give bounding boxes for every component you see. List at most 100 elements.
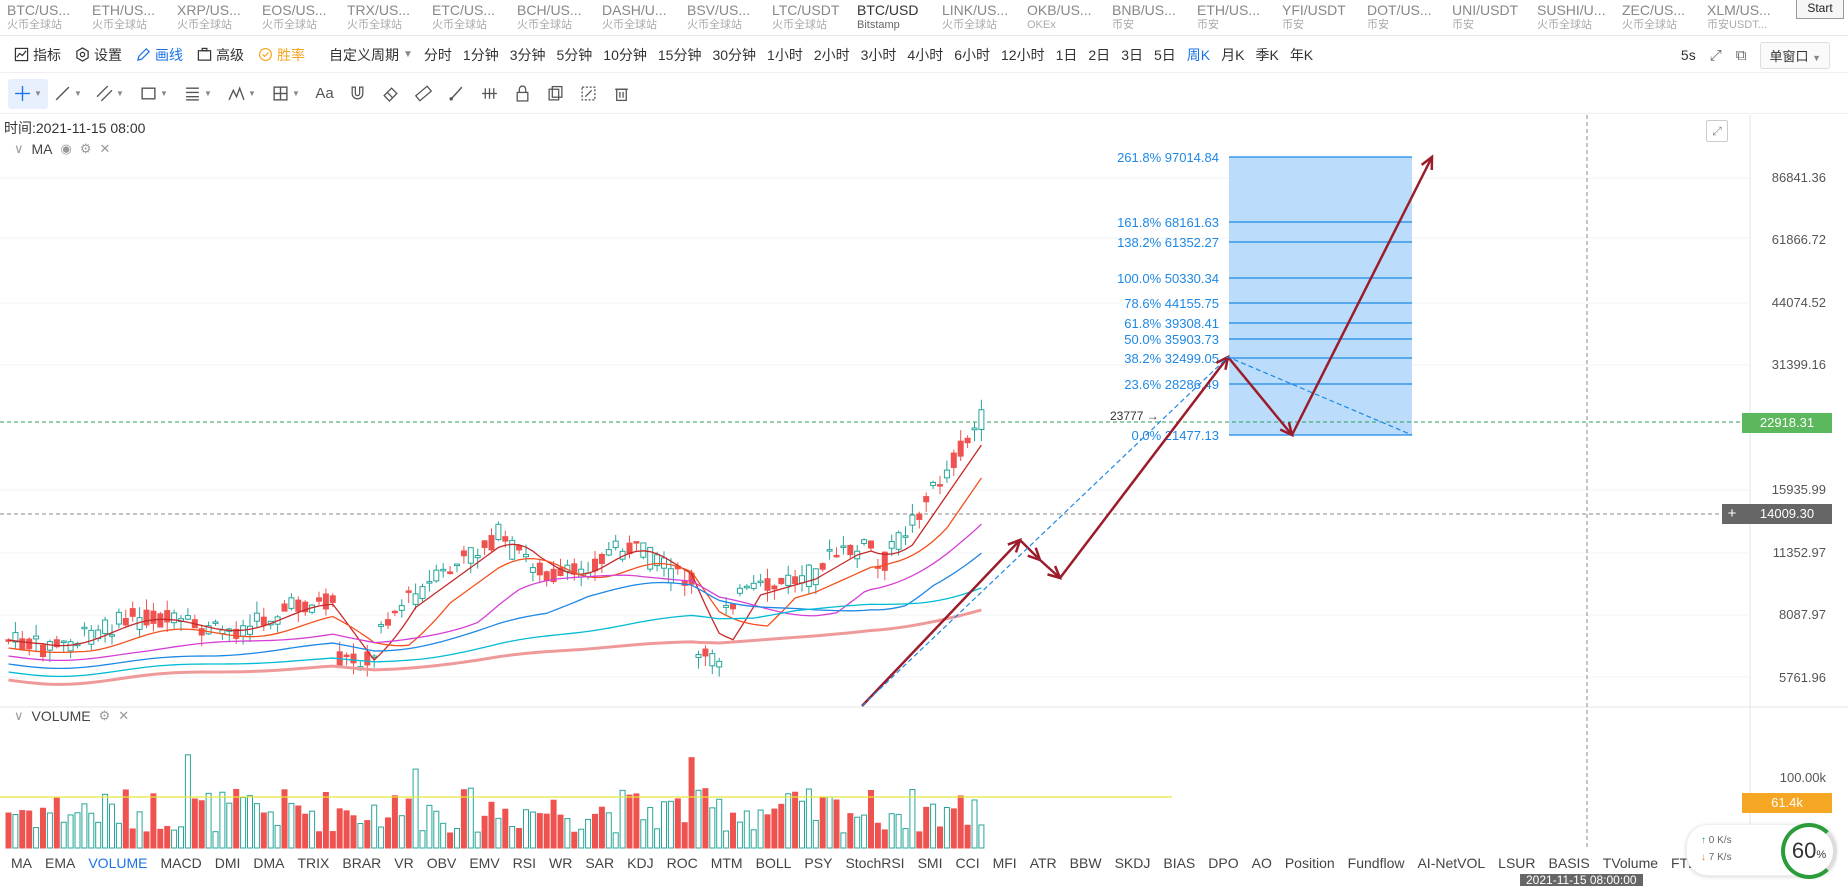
period-option[interactable]: 3分钟 <box>509 46 546 63</box>
period-option[interactable]: 1分钟 <box>462 46 499 63</box>
pair-tab[interactable]: BSV/US... 火币全球站 <box>680 0 765 35</box>
period-option[interactable]: 10分钟 <box>603 46 647 63</box>
period-option[interactable]: 3日 <box>1121 46 1143 63</box>
window-mode-dropdown[interactable]: 单窗口 ▼ <box>1760 41 1830 69</box>
settings-button[interactable]: 设置 <box>75 45 122 65</box>
period-option[interactable]: 2小时 <box>813 46 850 63</box>
period-option[interactable]: 5分钟 <box>556 46 593 63</box>
expand-icon[interactable]: ⤢ <box>1706 120 1728 142</box>
add-alert-button[interactable]: + <box>1722 504 1742 524</box>
indicator-tab[interactable]: LSUR <box>1498 855 1536 871</box>
pattern-tool[interactable]: ▼ <box>220 79 264 109</box>
indicator-tab[interactable]: DPO <box>1208 855 1239 871</box>
period-option[interactable]: 年K <box>1289 46 1314 63</box>
fullscreen-icon[interactable]: ⤢ <box>1709 46 1722 64</box>
indicator-tab[interactable]: BBW <box>1069 855 1102 871</box>
indicator-tab[interactable]: TRIX <box>297 855 330 871</box>
period-option[interactable]: 4小时 <box>907 46 944 63</box>
pair-tab[interactable]: ETC/US... 火币全球站 <box>425 0 510 35</box>
channel-tool[interactable]: ▼ <box>88 79 132 109</box>
indicator-tab[interactable]: SMI <box>917 855 943 871</box>
period-option[interactable]: 15分钟 <box>657 46 702 63</box>
pair-tab[interactable]: LTC/USDT 火币全球站 <box>765 0 850 35</box>
pair-tab[interactable]: BNB/US... 币安 <box>1105 0 1190 35</box>
indicator-tab[interactable]: BASIS <box>1548 855 1590 871</box>
indicator-tab[interactable]: MTM <box>710 855 743 871</box>
indicator-tab[interactable]: AO <box>1251 855 1272 871</box>
eraser-tool[interactable] <box>374 79 407 109</box>
fib-tool[interactable]: ▼ <box>176 79 220 109</box>
indicator-tab[interactable]: SKDJ <box>1114 855 1151 871</box>
wave-tool[interactable] <box>473 79 506 109</box>
ruler-tool[interactable] <box>407 79 440 109</box>
pair-tab[interactable]: DOT/US... 币安 <box>1360 0 1445 35</box>
indicator-tab[interactable]: CCI <box>955 855 980 871</box>
pair-tab[interactable]: UNI/USDT 币安 <box>1445 0 1530 35</box>
period-option[interactable]: 周K <box>1186 46 1211 63</box>
gear-icon[interactable]: ⚙ <box>98 708 111 723</box>
period-option[interactable]: 1日 <box>1055 46 1078 63</box>
crosshair-tool[interactable]: ▼ <box>8 78 48 109</box>
close-icon[interactable]: ✕ <box>118 708 130 723</box>
indicator-button[interactable]: 指标 <box>14 45 61 65</box>
pair-tab[interactable]: TRX/US... 火币全球站 <box>340 0 425 35</box>
indicator-tab[interactable]: DMI <box>214 855 241 871</box>
indicator-tab[interactable]: EMV <box>469 855 500 871</box>
pair-tab[interactable]: XLM/US... 币安USDT... <box>1700 0 1785 35</box>
indicator-tab[interactable]: BOLL <box>755 855 792 871</box>
advanced-button[interactable]: 高级 <box>197 45 244 65</box>
popout-icon[interactable]: ⧉ <box>1735 46 1747 64</box>
pair-tab[interactable]: ETH/US... 火币全球站 <box>85 0 170 35</box>
chevron-down-icon[interactable]: ∨ <box>14 141 24 156</box>
magnet-tool[interactable] <box>341 79 374 109</box>
pair-tab[interactable]: LINK/US... 火币全球站 <box>935 0 1020 35</box>
period-option[interactable]: 12小时 <box>1001 46 1045 63</box>
period-option[interactable]: 5日 <box>1153 46 1176 63</box>
period-option[interactable]: 月K <box>1221 46 1245 63</box>
indicator-tab[interactable]: PSY <box>804 855 833 871</box>
pair-tab[interactable]: SUSHI/U... 火币全球站 <box>1530 0 1615 35</box>
period-option[interactable]: 分时 <box>423 46 452 63</box>
indicator-tab[interactable]: Position <box>1284 855 1335 871</box>
indicator-tab[interactable]: RSI <box>512 855 537 871</box>
period-option[interactable]: 1小时 <box>767 46 803 63</box>
pair-tab[interactable]: ZEC/US... 火币全球站 <box>1615 0 1700 35</box>
brush-tool[interactable] <box>440 79 473 109</box>
winrate-button[interactable]: 胜率 <box>258 45 305 65</box>
indicator-tab[interactable]: AI-NetVOL <box>1417 855 1486 871</box>
period-option[interactable]: 30分钟 <box>712 46 757 63</box>
close-icon[interactable]: ✕ <box>99 141 111 156</box>
pair-tab[interactable]: OKB/US... OKEx <box>1020 0 1105 35</box>
refresh-interval[interactable]: 5s <box>1680 47 1696 63</box>
indicator-tab[interactable]: BIAS <box>1163 855 1196 871</box>
indicator-tab[interactable]: MFI <box>992 855 1017 871</box>
pair-tab[interactable]: XRP/US... 火币全球站 <box>170 0 255 35</box>
pair-tab[interactable]: EOS/US... 火币全球站 <box>255 0 340 35</box>
copy-tool[interactable] <box>539 79 572 109</box>
lock-tool[interactable] <box>506 79 539 109</box>
text-tool[interactable]: Aa <box>308 79 341 109</box>
pair-tab[interactable]: BTC/USD Bitstamp <box>850 0 935 35</box>
custom-period-dropdown[interactable]: 自定义周期 ▼ <box>329 45 413 65</box>
period-option[interactable]: 2日 <box>1088 46 1111 63</box>
indicator-tab[interactable]: WR <box>549 855 573 871</box>
indicator-tab[interactable]: MA <box>11 855 32 871</box>
indicator-tab[interactable]: SAR <box>585 855 615 871</box>
indicator-tab[interactable]: KDJ <box>627 855 654 871</box>
period-option[interactable]: 季K <box>1255 46 1279 63</box>
chevron-down-icon[interactable]: ∨ <box>14 708 24 723</box>
hide-drawings-tool[interactable] <box>572 79 605 109</box>
indicator-tab[interactable]: Fundflow <box>1347 855 1405 871</box>
gear-icon[interactable]: ⚙ <box>79 141 92 156</box>
indicator-tab[interactable]: OBV <box>426 855 457 871</box>
draw-button[interactable]: 画线 <box>136 45 183 65</box>
pair-tab[interactable]: DASH/U... 火币全球站 <box>595 0 680 35</box>
pair-tab[interactable]: BCH/US... 火币全球站 <box>510 0 595 35</box>
trendline-tool[interactable]: ▼ <box>48 79 88 109</box>
period-option[interactable]: 6小时 <box>954 46 991 63</box>
pair-tab[interactable]: YFI/USDT 币安 <box>1275 0 1360 35</box>
indicator-tab[interactable]: MACD <box>160 855 202 871</box>
pair-tab[interactable]: ETH/US... 币安 <box>1190 0 1275 35</box>
start-button[interactable]: Start <box>1796 0 1844 19</box>
